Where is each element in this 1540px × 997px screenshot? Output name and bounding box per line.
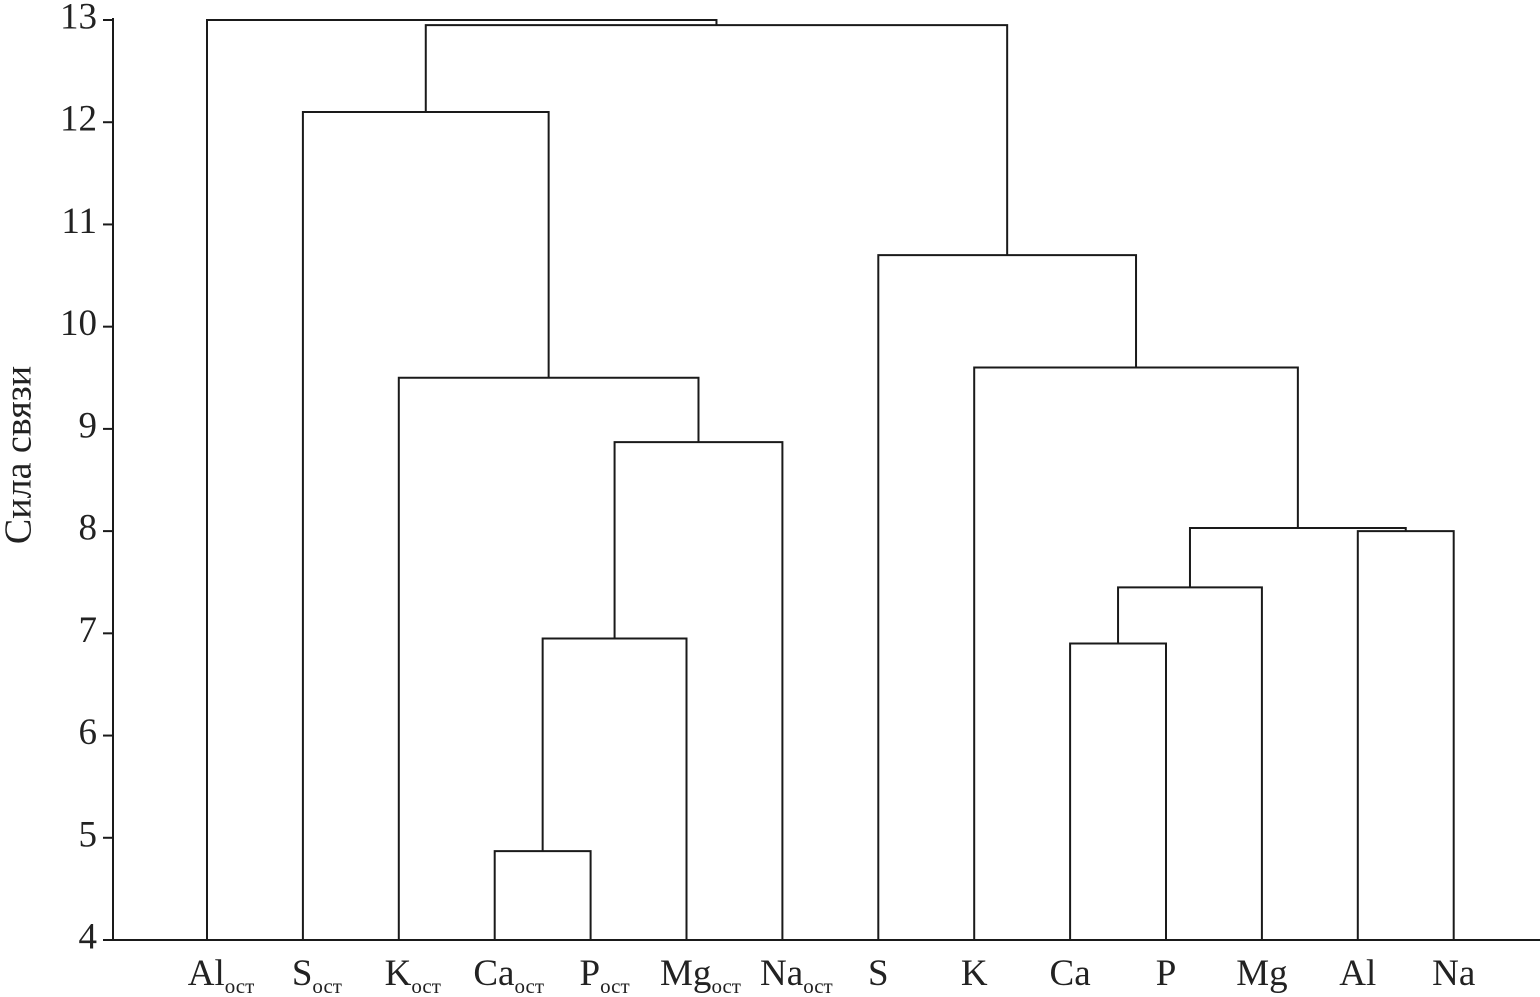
leaf-symbol: Na <box>1432 953 1475 994</box>
y-tick-label: 7 <box>79 610 98 651</box>
y-tick-label: 12 <box>60 99 97 140</box>
leaf-label: K <box>961 953 988 994</box>
leaf-label: Caост <box>473 953 544 997</box>
y-tick-label: 13 <box>60 0 97 37</box>
leaf-label: Ca <box>1050 953 1091 994</box>
leaf-symbol: P <box>1156 953 1177 994</box>
leaf-subscript: ост <box>514 974 544 997</box>
leaf-label: Naост <box>760 953 833 997</box>
leaf-symbol: Al <box>188 953 225 994</box>
leaf-symbol: Mg <box>1236 953 1287 994</box>
leaf-label: Sост <box>292 953 342 997</box>
leaf-symbol: Na <box>760 953 803 994</box>
leaf-subscript: ост <box>711 974 741 997</box>
leaf-symbol: Ca <box>473 953 514 994</box>
dendrogram-link <box>613 441 784 940</box>
leaf-label: Mg <box>1236 953 1287 994</box>
dendrogram-link <box>397 376 700 940</box>
leaf-symbol: Al <box>1339 953 1376 994</box>
leaf-subscript: ост <box>312 974 342 997</box>
leaf-label: P <box>1156 953 1177 994</box>
leaf-label: Al <box>1339 953 1376 994</box>
leaf-label: Mgост <box>660 953 741 997</box>
leaf-symbol: P <box>580 953 601 994</box>
dendrogram-link <box>206 19 718 940</box>
leaf-label: Na <box>1432 953 1475 994</box>
y-tick-label: 11 <box>61 201 97 242</box>
dendrogram-link <box>1069 642 1167 940</box>
dendrogram-link <box>301 111 550 940</box>
y-axis-label: Сила связи <box>0 366 40 544</box>
leaf-subscript: ост <box>411 974 441 997</box>
dendrogram-link <box>493 850 592 940</box>
leaf-label: Kост <box>385 953 441 997</box>
y-tick-label: 5 <box>79 814 98 855</box>
dendrogram-link <box>541 637 688 940</box>
dendrogram-link <box>424 24 1009 256</box>
y-tick-label: 10 <box>60 303 97 344</box>
dendrogram-link <box>1188 527 1407 588</box>
leaf-symbol: K <box>385 953 412 994</box>
leaf-symbol: S <box>292 953 313 994</box>
leaf-symbol: Mg <box>660 953 711 994</box>
dendrogram-link <box>877 254 1138 940</box>
dendrogram-link <box>973 366 1299 940</box>
leaf-subscript: ост <box>225 974 255 997</box>
leaf-label: Alост <box>188 953 255 997</box>
leaf-label: S <box>868 953 889 994</box>
y-tick-label: 9 <box>79 405 98 446</box>
leaf-subscript: ост <box>600 974 630 997</box>
y-tick-label: 4 <box>79 916 98 957</box>
leaf-symbol: Ca <box>1050 953 1091 994</box>
leaf-symbol: S <box>868 953 889 994</box>
y-tick-label: 8 <box>79 508 98 549</box>
leaf-label: Pост <box>580 953 630 997</box>
dendrogram-link <box>1117 586 1263 940</box>
leaf-symbol: K <box>961 953 988 994</box>
y-tick-label: 6 <box>79 712 98 753</box>
dendrogram-link <box>1356 530 1455 940</box>
leaf-subscript: ост <box>803 974 833 997</box>
